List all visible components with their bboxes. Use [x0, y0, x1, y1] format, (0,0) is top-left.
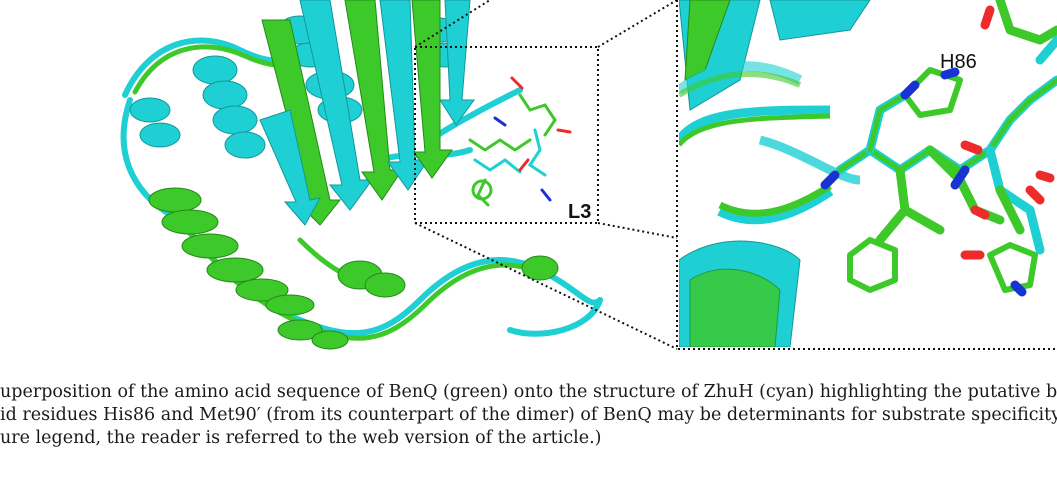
protein-structure-figure: L3: [120, 0, 1057, 350]
caption-line-1: uperposition of the amino acid sequence …: [0, 382, 1057, 402]
caption-line-2: id residues His86 and Met90′ (from its c…: [0, 405, 1057, 425]
loop-label-l3: L3: [568, 201, 591, 223]
zoom-region-box: [414, 46, 599, 224]
zoom-panel-frame: [676, 0, 1057, 350]
overall-structure: [120, 0, 603, 350]
figure-caption: uperposition of the amino acid sequence …: [0, 381, 1057, 450]
caption-line-3: ure legend, the reader is referred to th…: [0, 428, 602, 448]
zoom-panel: [679, 0, 1057, 347]
zoom-connectors: [414, 0, 1057, 350]
residue-label-h86: H86: [940, 51, 977, 73]
